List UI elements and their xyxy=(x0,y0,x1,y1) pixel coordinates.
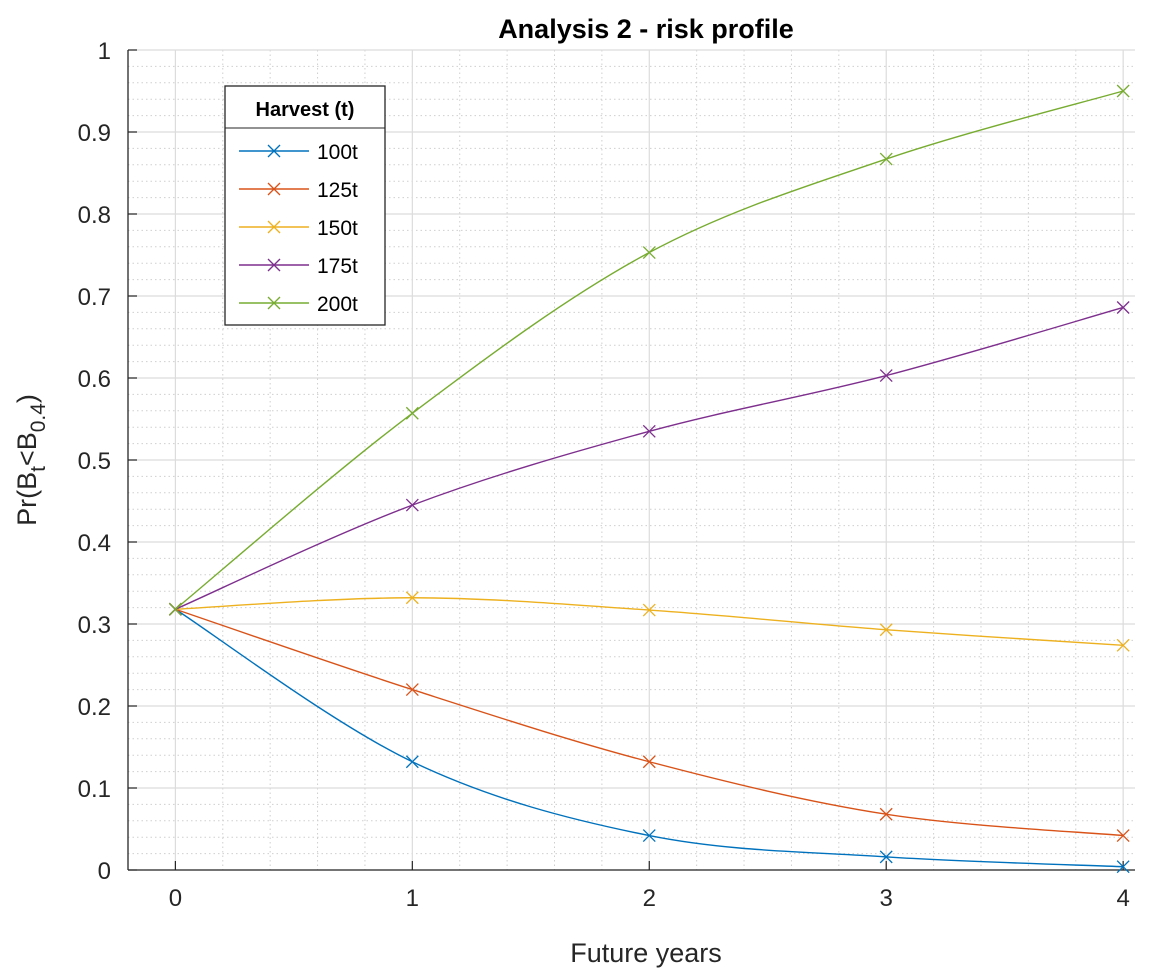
marker-200t-x4 xyxy=(1116,84,1130,98)
chart-title: Analysis 2 - risk profile xyxy=(498,14,794,44)
marker-125t-x2-stroke-b xyxy=(642,755,656,769)
y-tick-label: 0.3 xyxy=(78,612,111,639)
y-tick-label: 0.1 xyxy=(78,776,111,803)
y-axis-label-sub-04: 0.4 xyxy=(27,403,50,433)
marker-125t-x3-stroke-b xyxy=(879,807,893,821)
y-tick-label: 0.7 xyxy=(78,284,111,311)
marker-100t-x2 xyxy=(642,829,656,843)
legend-item-100t: 100t xyxy=(239,141,358,164)
x-tick-label: 0 xyxy=(169,885,182,912)
legend-label-150t: 150t xyxy=(317,217,358,240)
marker-200t-x0-stroke-b xyxy=(168,602,182,616)
legend-item-200t: 200t xyxy=(239,293,358,316)
marker-100t-x4-stroke-b xyxy=(1116,860,1130,874)
marker-100t-x1 xyxy=(405,755,419,769)
x-tick-label: 1 xyxy=(406,885,419,912)
marker-175t-x3-stroke-b xyxy=(879,369,893,382)
series-line-200t xyxy=(174,90,1124,610)
marker-125t-x2 xyxy=(642,755,656,769)
marker-200t-x3 xyxy=(879,152,893,166)
x-tick-label: 2 xyxy=(643,885,656,912)
legend-title: Harvest (t) xyxy=(256,99,355,121)
legend-marker-200t xyxy=(267,296,281,310)
legend-marker-125t xyxy=(267,182,281,196)
legend: Harvest (t) 100t 125t 150t 175t 200t xyxy=(224,85,386,326)
marker-200t-x1 xyxy=(405,406,419,420)
marker-100t-x4 xyxy=(1116,860,1130,874)
legend-label-200t: 200t xyxy=(317,293,358,316)
y-tick-label: 0.6 xyxy=(78,366,111,393)
legend-box xyxy=(224,85,386,326)
y-tick-label: 0.5 xyxy=(78,448,111,475)
legend-label-175t: 175t xyxy=(317,255,358,278)
marker-175t-x1 xyxy=(405,498,419,512)
marker-150t-x3-stroke-b xyxy=(879,623,893,637)
axes-frame xyxy=(127,49,1135,871)
y-axis-label: Pr(Bt<B0.4) xyxy=(12,394,50,526)
legend-marker-150t xyxy=(267,220,281,234)
y-tick-labels: 0 0.1 0.2 0.3 0.4 0.5 0.6 0.7 0.8 0.9 1 xyxy=(78,38,111,885)
marker-200t-x2 xyxy=(642,246,656,259)
marker-150t-x2 xyxy=(642,603,656,617)
marker-150t-x4 xyxy=(1116,638,1130,652)
legend-item-125t: 125t xyxy=(239,179,358,202)
y-tick-label: 0.9 xyxy=(78,120,111,147)
series-200t xyxy=(168,84,1130,616)
y-tick-label: 1 xyxy=(98,38,111,65)
marker-175t-x2 xyxy=(642,424,656,438)
y-axis-label-end: ) xyxy=(12,394,42,403)
legend-marker-150t-stroke-b xyxy=(267,220,281,234)
marker-200t-x0 xyxy=(168,602,182,616)
marker-150t-x3 xyxy=(879,623,893,637)
legend-label-100t: 100t xyxy=(317,141,358,164)
x-tick-labels: 0 1 2 3 4 xyxy=(169,885,1130,912)
y-tick-label: 0.2 xyxy=(78,694,111,721)
y-tick-label: 0.4 xyxy=(78,530,111,557)
legend-marker-100t xyxy=(267,144,281,158)
marker-100t-x1-stroke-b xyxy=(405,755,419,769)
marker-125t-x1 xyxy=(405,683,419,697)
series-lines xyxy=(168,84,1130,874)
y-tick-label: 0.8 xyxy=(78,202,111,229)
marker-175t-x4-stroke-b xyxy=(1116,301,1130,314)
marker-100t-x3 xyxy=(879,850,893,864)
y-axis-label-base: Pr(B xyxy=(12,472,42,526)
legend-label-125t: 125t xyxy=(317,179,358,202)
marker-200t-x2-stroke-b xyxy=(642,246,656,259)
y-tick-label: 0 xyxy=(98,858,111,885)
legend-marker-100t-stroke-b xyxy=(267,144,281,158)
marker-200t-x4-stroke-b xyxy=(1116,84,1130,98)
y-axis-label-sub-t: t xyxy=(27,466,50,472)
marker-125t-x3 xyxy=(879,807,893,821)
x-tick-label: 3 xyxy=(880,885,893,912)
marker-150t-x1 xyxy=(405,591,419,605)
marker-150t-x2-stroke-b xyxy=(642,603,656,617)
y-axis-label-mid: <B xyxy=(12,432,42,466)
marker-175t-x4 xyxy=(1116,301,1130,314)
x-axis-label: Future years xyxy=(570,938,722,968)
marker-175t-x3 xyxy=(879,369,893,382)
marker-200t-x3-stroke-b xyxy=(879,152,893,166)
marker-175t-x1-stroke-b xyxy=(405,498,419,512)
legend-item-150t: 150t xyxy=(239,217,358,240)
marker-175t-x2-stroke-b xyxy=(642,424,656,438)
marker-150t-x1-stroke-b xyxy=(405,591,419,605)
marker-125t-x1-stroke-b xyxy=(405,683,419,697)
legend-item-175t: 175t xyxy=(239,255,358,278)
marker-125t-x4 xyxy=(1116,829,1130,843)
marker-100t-x2-stroke-b xyxy=(642,829,656,843)
marker-200t-x1-stroke-b xyxy=(405,406,419,420)
legend-marker-175t-stroke-b xyxy=(267,258,281,272)
legend-marker-125t-stroke-b xyxy=(267,182,281,196)
legend-marker-175t xyxy=(267,258,281,272)
legend-items: 100t 125t 150t 175t 200t xyxy=(239,141,358,316)
legend-marker-200t-stroke-b xyxy=(267,296,281,310)
marker-100t-x3-stroke-b xyxy=(879,850,893,864)
marker-150t-x4-stroke-b xyxy=(1116,638,1130,652)
x-tick-label: 4 xyxy=(1116,885,1129,912)
marker-125t-x4-stroke-b xyxy=(1116,829,1130,843)
